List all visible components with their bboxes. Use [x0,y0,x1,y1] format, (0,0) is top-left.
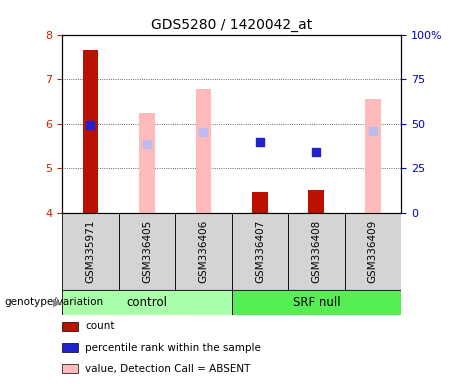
Point [143,141,151,147]
Text: genotype/variation: genotype/variation [5,297,104,308]
Bar [118,213,175,290]
Bar [288,213,344,290]
Point [369,127,377,134]
Text: SRF null: SRF null [293,296,340,309]
Text: GSM336405: GSM336405 [142,220,152,283]
Text: control: control [126,296,167,309]
Bar [252,192,268,213]
Text: GSM335971: GSM335971 [85,220,95,283]
Title: GDS5280 / 1420042_at: GDS5280 / 1420042_at [151,18,312,32]
Text: GSM336409: GSM336409 [368,220,378,283]
Bar [83,50,98,213]
Bar [344,213,401,290]
Bar [231,290,401,315]
Point [200,129,207,135]
Text: value, Detection Call = ABSENT: value, Detection Call = ABSENT [85,364,251,374]
Point [256,139,264,145]
Bar [139,113,155,213]
Bar [308,190,324,213]
Text: GSM336406: GSM336406 [198,220,208,283]
Bar [175,213,231,290]
Text: GSM336408: GSM336408 [311,220,321,283]
Bar [62,213,118,290]
Text: count: count [85,321,115,331]
Text: GSM336407: GSM336407 [255,220,265,283]
Text: ▶: ▶ [53,297,61,308]
Text: percentile rank within the sample: percentile rank within the sample [85,343,261,353]
Point [87,122,94,128]
Bar [62,290,231,315]
Bar [195,89,211,213]
Bar [365,99,381,213]
Bar [231,213,288,290]
Point [313,149,320,155]
